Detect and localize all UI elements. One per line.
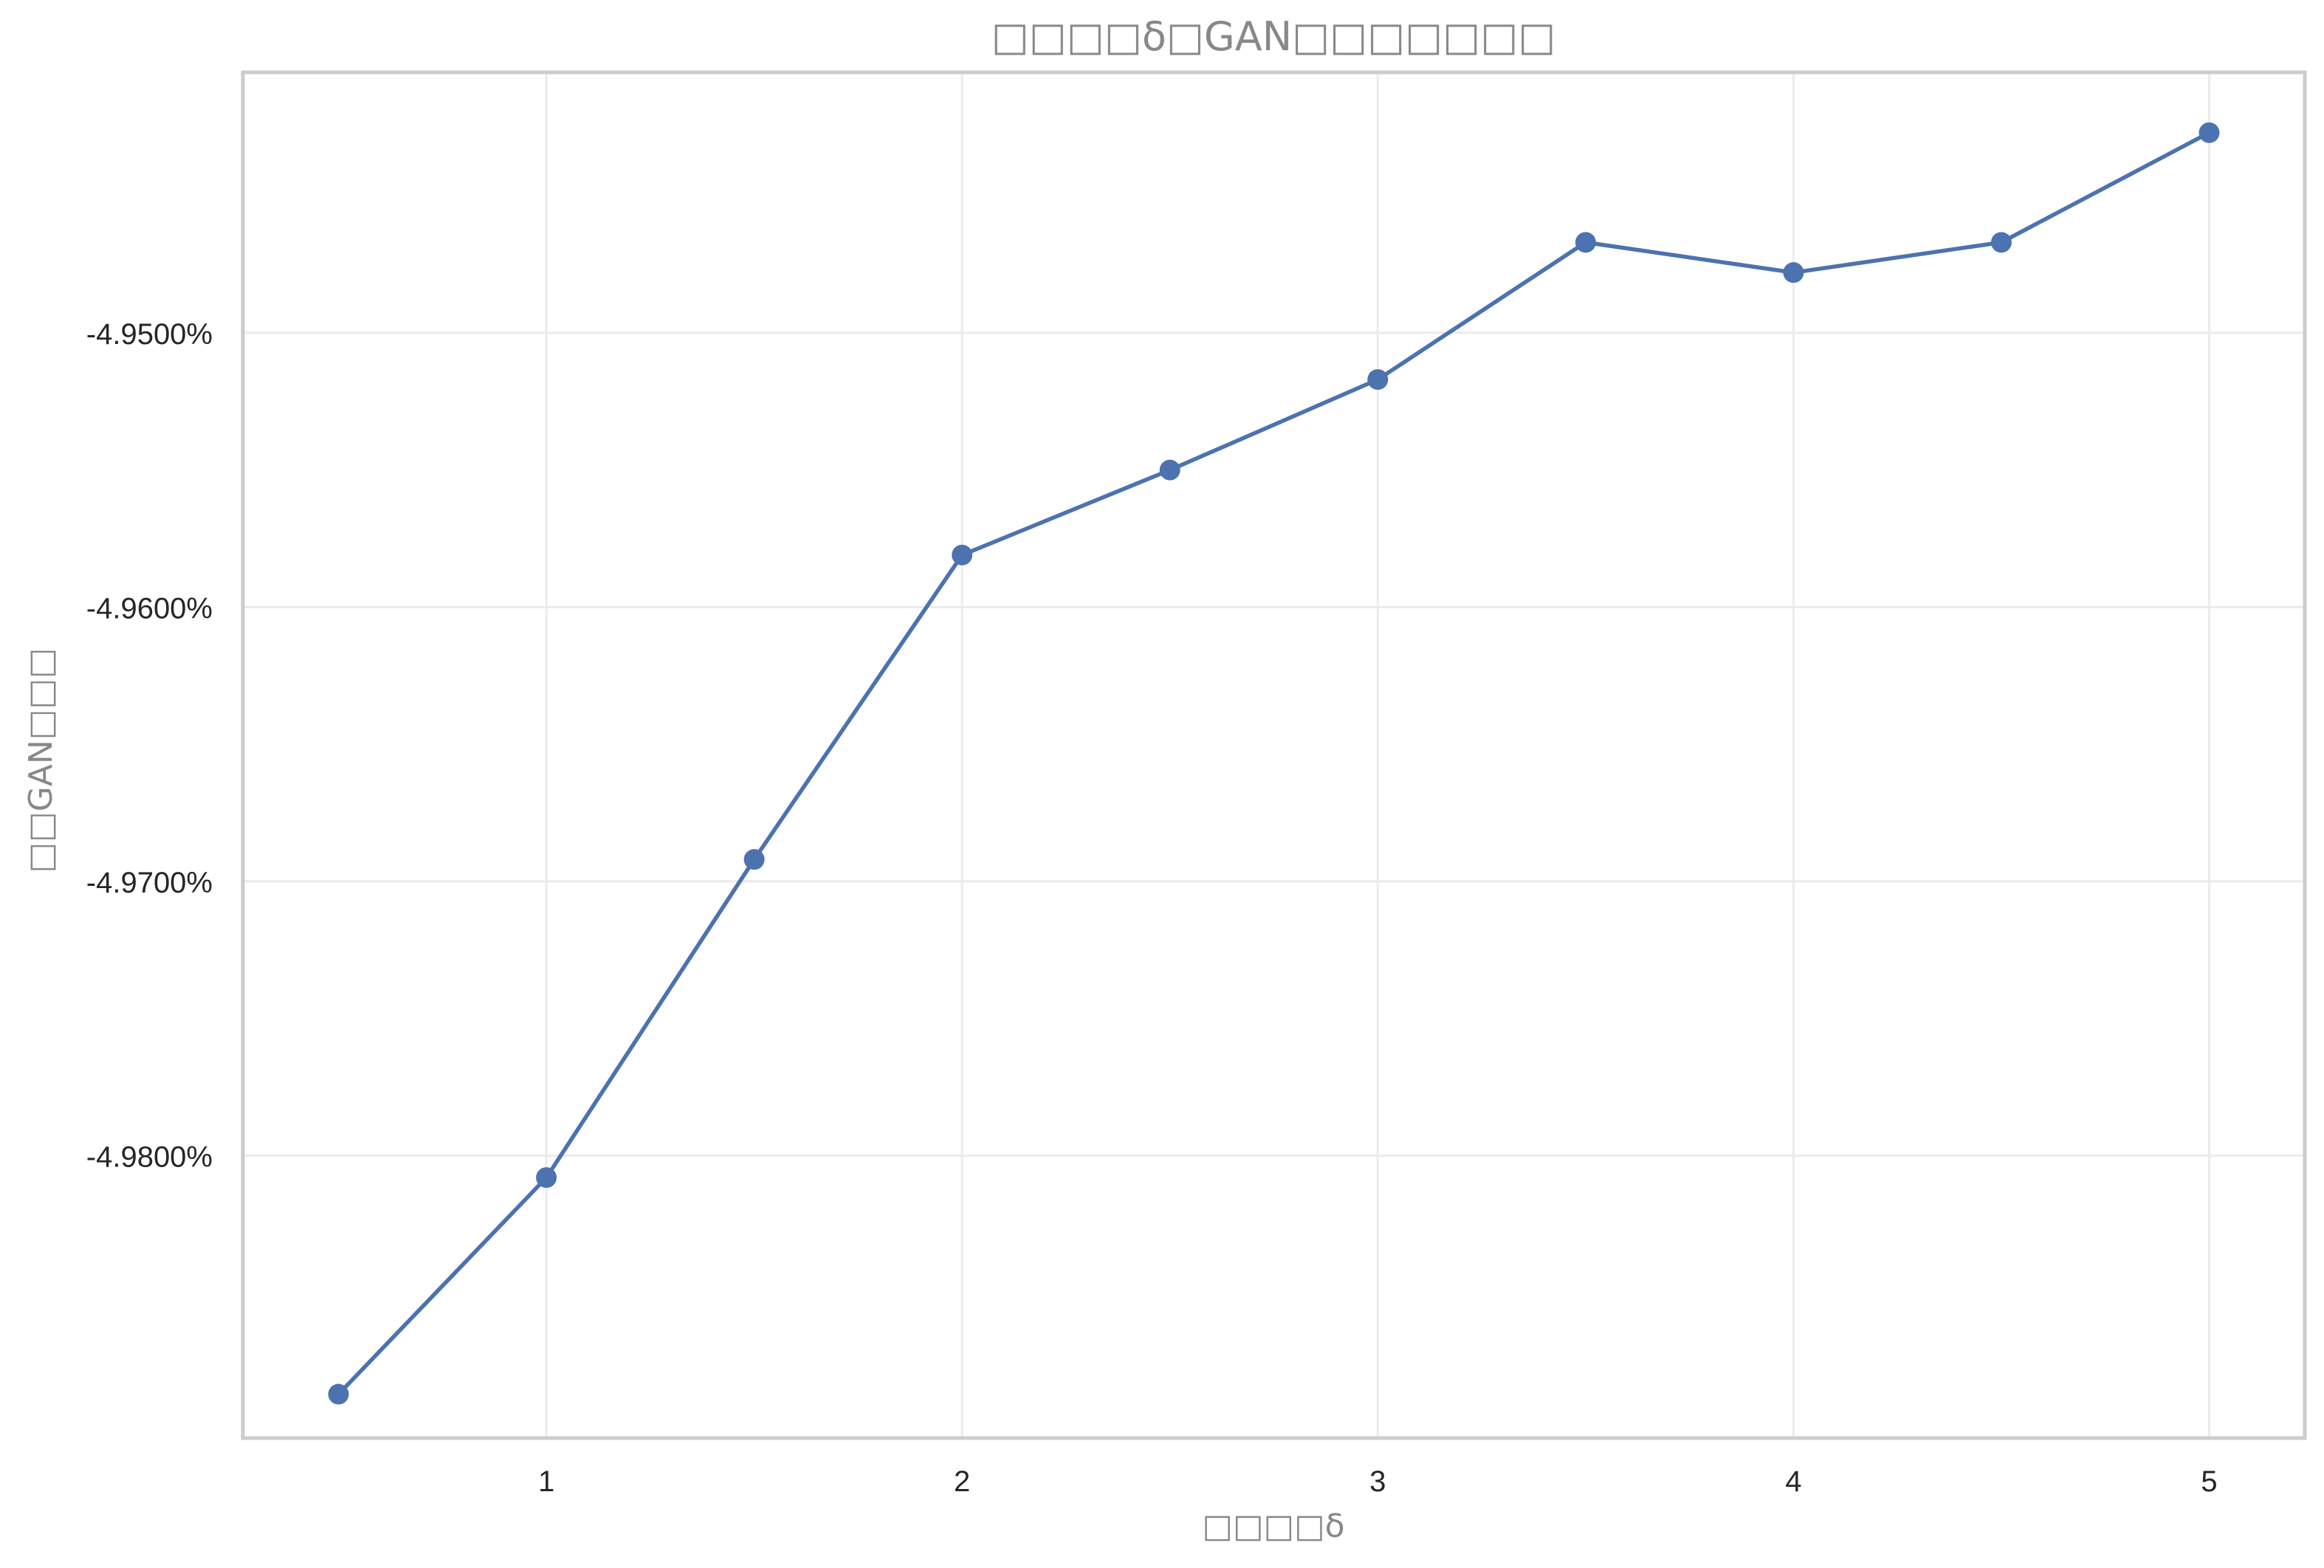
x-tick-label: 4 [1785,1465,1801,1498]
data-point [1575,232,1596,253]
y-tick-label: -4.9800% [86,1141,213,1173]
y-tick-label: -4.9700% [86,867,213,899]
plot-frame [241,70,2307,1440]
y-tick-label: -4.9500% [86,318,213,351]
y-axis-label: □□GAN□□□ [22,648,60,873]
data-point [1367,369,1389,391]
x-tick-label: 5 [2201,1465,2217,1498]
y-tick-label: -4.9600% [86,592,213,625]
data-point [952,544,973,565]
data-point [1159,459,1180,481]
chart-title: □□□□δ□GAN□□□□□□□ [991,13,1555,60]
data-point [328,1383,349,1405]
x-tick-labels: 1 2 3 4 5 [538,1465,2218,1498]
x-tick-label: 1 [538,1465,554,1498]
grid [243,72,2305,1438]
data-point [2198,122,2220,143]
data-point [743,849,765,870]
x-tick-label: 2 [954,1465,970,1498]
x-axis-label: □□□□δ [1202,1507,1344,1545]
data-point [1990,232,2012,253]
series-group [328,122,2220,1405]
data-point [536,1167,557,1189]
y-tick-labels: -4.9500% -4.9600% -4.9700% -4.9800% [86,318,213,1173]
series-line [337,131,2210,1396]
x-tick-label: 3 [1369,1465,1386,1498]
data-point [1783,262,1804,283]
